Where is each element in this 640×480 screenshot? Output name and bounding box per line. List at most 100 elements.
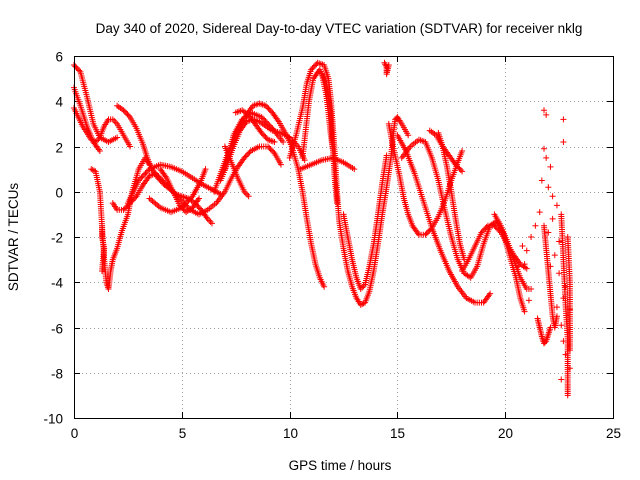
series-track-2	[71, 105, 134, 150]
data-point	[156, 176, 163, 183]
data-point	[207, 218, 214, 225]
data-point	[280, 138, 287, 145]
x-tick-label: 15	[390, 426, 405, 441]
data-point	[523, 247, 530, 254]
data-point	[560, 116, 567, 123]
y-tick-label: -4	[51, 276, 63, 291]
series-track-3	[71, 84, 103, 155]
data-point	[120, 206, 127, 213]
series-scatter-outliers	[515, 107, 573, 383]
data-point	[549, 215, 556, 222]
data-point	[208, 220, 215, 227]
data-point	[89, 166, 96, 173]
data-point	[525, 297, 532, 304]
data-point	[158, 179, 165, 186]
series-track-21	[381, 59, 392, 78]
data-point	[547, 263, 554, 270]
y-axis-label: SDTVAR / TECUs	[6, 183, 21, 292]
data-point	[242, 153, 249, 160]
data-point	[186, 196, 193, 203]
data-point	[124, 111, 131, 118]
x-tick-label: 25	[606, 426, 621, 441]
data-point	[246, 149, 253, 156]
data-point	[523, 265, 530, 272]
series-track-18	[318, 71, 336, 152]
data-points	[71, 59, 573, 399]
data-point	[137, 176, 144, 183]
data-point	[120, 107, 127, 114]
data-point	[266, 144, 273, 151]
data-point	[491, 222, 498, 229]
x-tick-label: 10	[283, 426, 298, 441]
data-point	[262, 133, 269, 140]
data-point	[188, 194, 195, 201]
data-point	[309, 65, 316, 72]
data-point	[127, 143, 134, 150]
data-point	[135, 177, 142, 184]
series-track-32	[564, 234, 573, 354]
data-point	[528, 286, 535, 293]
series-track-9	[146, 166, 209, 216]
plot-frame	[74, 56, 614, 419]
data-point	[385, 62, 392, 69]
series-track-15	[221, 143, 252, 200]
data-point	[562, 351, 569, 358]
data-point	[202, 166, 209, 173]
data-point	[270, 148, 277, 155]
data-point	[243, 152, 250, 159]
data-point	[258, 114, 265, 121]
data-point	[521, 308, 528, 315]
data-point	[483, 224, 490, 231]
data-point	[532, 222, 539, 229]
data-point	[558, 322, 565, 329]
data-point	[538, 177, 545, 184]
data-point	[184, 198, 191, 205]
data-point	[185, 197, 192, 204]
data-point	[244, 191, 251, 198]
data-point	[125, 112, 132, 119]
series-track-16	[286, 59, 412, 308]
series-track-14	[232, 107, 278, 145]
y-tick-label: 6	[55, 50, 63, 65]
data-point	[566, 306, 573, 313]
data-point	[308, 66, 315, 73]
data-point	[545, 184, 552, 191]
y-tick-label: -2	[51, 231, 63, 246]
data-point	[145, 167, 152, 174]
data-point	[217, 191, 224, 198]
data-point	[425, 229, 432, 236]
data-point	[157, 177, 164, 184]
data-point	[481, 226, 488, 233]
data-point	[564, 392, 571, 399]
data-point	[453, 162, 460, 169]
data-point	[114, 134, 121, 141]
data-point	[422, 231, 429, 238]
series-track-30	[541, 222, 560, 331]
data-point	[482, 225, 489, 232]
data-point	[139, 173, 146, 180]
y-tick-label: -8	[51, 367, 63, 382]
data-point	[560, 138, 567, 145]
data-point	[179, 205, 186, 212]
data-point	[329, 145, 336, 152]
data-point	[111, 117, 118, 124]
data-point	[515, 263, 522, 270]
data-point	[141, 171, 148, 178]
data-point	[553, 313, 560, 320]
data-point	[456, 165, 463, 172]
y-tick-label: -6	[51, 322, 63, 337]
data-point	[492, 224, 499, 231]
data-point	[459, 148, 466, 155]
data-point	[265, 143, 272, 150]
y-tick-label: 4	[55, 95, 63, 110]
y-tick-label: 0	[55, 186, 63, 201]
data-point	[268, 147, 275, 154]
series-track-20	[340, 152, 390, 293]
data-point	[264, 104, 271, 111]
series-track-26	[435, 129, 468, 263]
series-track-5	[99, 222, 108, 274]
data-point	[155, 175, 162, 182]
data-point	[383, 152, 390, 159]
data-point	[72, 63, 79, 70]
